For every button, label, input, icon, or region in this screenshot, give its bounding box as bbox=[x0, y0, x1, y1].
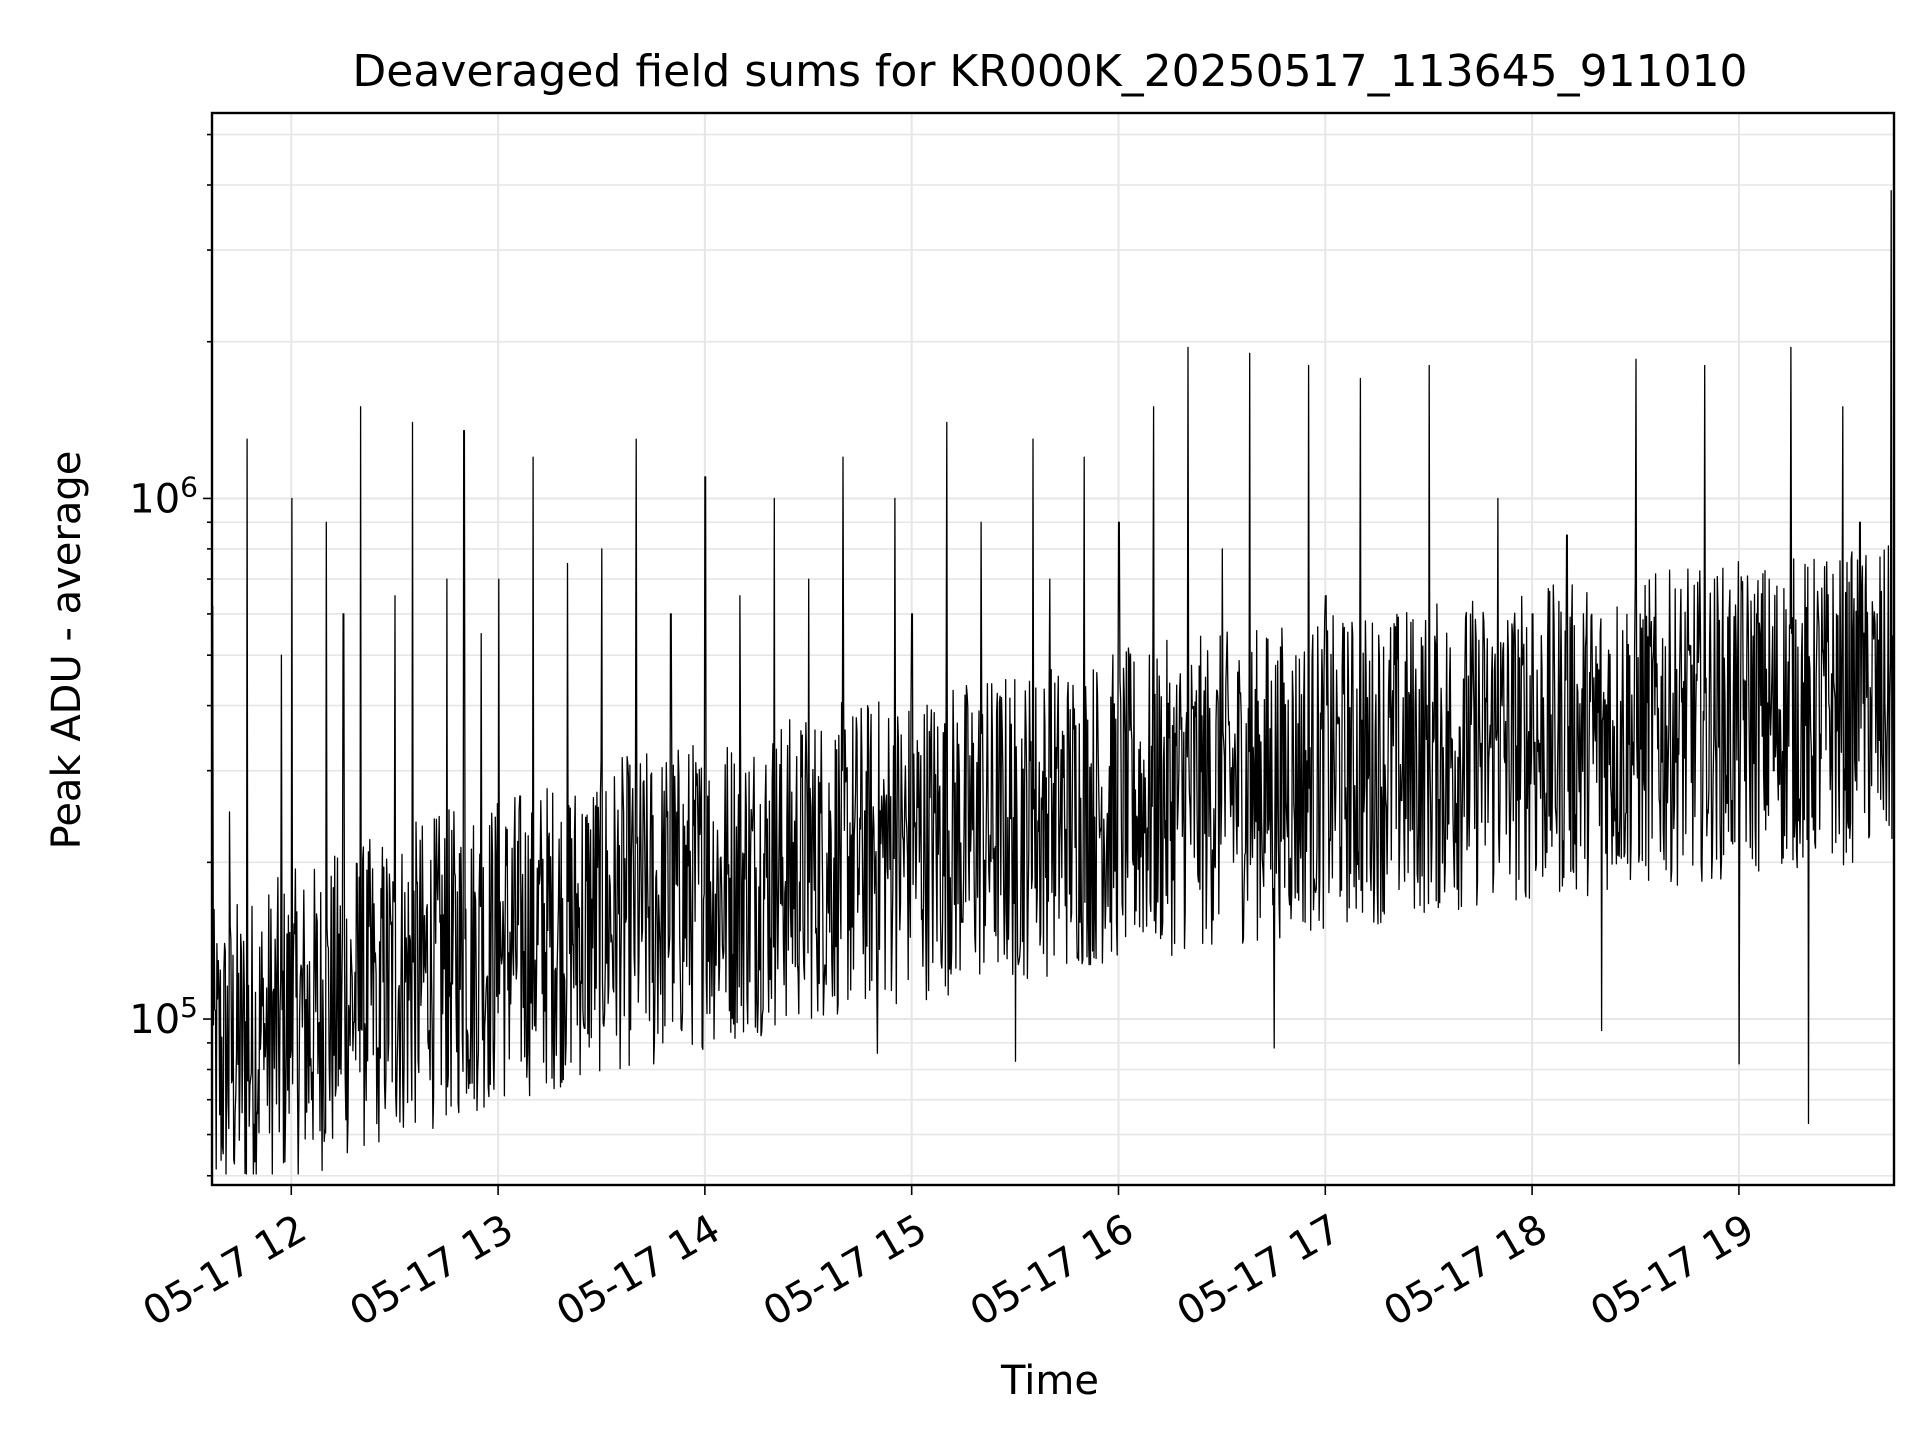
series-line bbox=[212, 190, 1895, 1175]
x-tick-label: 05-17 18 bbox=[1376, 1206, 1555, 1336]
x-tick-label: 05-17 14 bbox=[549, 1206, 728, 1336]
plot-frame bbox=[210, 111, 1896, 1187]
x-tick-label: 05-17 19 bbox=[1583, 1206, 1762, 1336]
x-tick-label: 05-17 17 bbox=[1170, 1206, 1349, 1336]
x-tick-label: 05-17 16 bbox=[963, 1206, 1142, 1336]
grid-layer bbox=[212, 113, 1894, 1185]
y-tick-label: 106 bbox=[129, 470, 198, 522]
chart-title: Deaveraged field sums for KR000K_2025051… bbox=[352, 46, 1747, 97]
x-axis-label: Time bbox=[1000, 1358, 1099, 1404]
x-tick-label: 05-17 15 bbox=[756, 1206, 935, 1336]
x-tick-label: 05-17 13 bbox=[342, 1206, 521, 1336]
series-layer bbox=[212, 190, 1895, 1175]
x-tick-label: 05-17 12 bbox=[136, 1206, 315, 1336]
y-tick-label: 105 bbox=[129, 991, 198, 1043]
y-axis-label: Peak ADU - average bbox=[44, 451, 90, 850]
